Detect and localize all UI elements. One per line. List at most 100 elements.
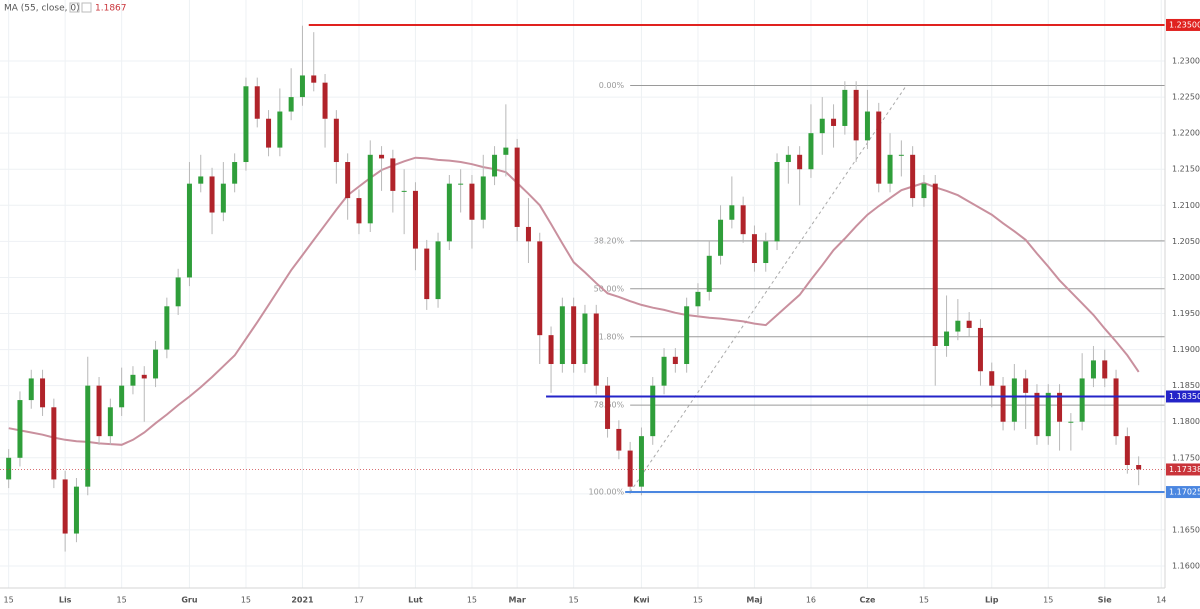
candle-body xyxy=(684,306,690,365)
y-tick-label: 1.16000 xyxy=(1172,561,1200,570)
candle-body xyxy=(853,89,859,141)
candle-body xyxy=(887,154,893,184)
x-tick-label: Lip xyxy=(985,596,999,605)
candle-body xyxy=(40,378,46,408)
candle-body xyxy=(424,248,430,300)
candle-body xyxy=(480,176,486,220)
x-tick-label: 15 xyxy=(467,596,477,605)
candle-body xyxy=(932,183,938,346)
candle-body xyxy=(955,320,961,332)
candle-body xyxy=(571,306,577,365)
candle-body xyxy=(6,457,12,480)
candle-body xyxy=(153,349,159,379)
candle-body xyxy=(85,385,91,487)
ma-line xyxy=(8,156,1140,446)
x-tick-label: 15 xyxy=(1043,596,1053,605)
candle-body xyxy=(17,400,23,458)
y-tick-label: 1.18000 xyxy=(1172,417,1200,426)
y-tick-label: 1.20500 xyxy=(1172,237,1200,246)
candle-body xyxy=(989,371,995,386)
y-tick-label: 1.23000 xyxy=(1172,57,1200,66)
candle-body xyxy=(198,176,204,184)
candle-body xyxy=(288,97,294,112)
x-tick-label: 17 xyxy=(354,596,364,605)
level-tag xyxy=(1166,486,1200,499)
candle-body xyxy=(492,154,498,177)
candle-body xyxy=(751,234,757,264)
candle-body xyxy=(209,176,215,213)
candle-body xyxy=(1068,421,1074,423)
candle-body xyxy=(582,313,588,365)
candle-body xyxy=(435,241,441,300)
ma-last-value: 1.1867 xyxy=(95,4,127,14)
x-tick-label: Kwi xyxy=(633,596,650,605)
candle-body xyxy=(605,385,611,429)
candle-body xyxy=(695,291,701,307)
x-tick-label: Sie xyxy=(1098,596,1113,605)
candle-body xyxy=(130,374,136,386)
y-tick-label: 1.19500 xyxy=(1172,309,1200,318)
candle-body xyxy=(254,86,260,119)
x-tick-label: Cze xyxy=(859,596,876,605)
legend-icon xyxy=(69,2,80,13)
x-tick-label: 15 xyxy=(117,596,127,605)
candle-body xyxy=(593,313,599,386)
candle-body xyxy=(107,407,113,437)
level-tag xyxy=(1166,18,1200,31)
x-tick-label: 15 xyxy=(919,596,929,605)
candle-body xyxy=(469,183,475,220)
candle-body xyxy=(96,385,102,437)
candle-body xyxy=(706,255,712,292)
candle-body xyxy=(401,190,407,192)
candle-body xyxy=(503,147,509,155)
candle-body xyxy=(164,306,170,350)
candle-body xyxy=(1136,465,1142,470)
candle-body xyxy=(808,133,814,170)
candle-body xyxy=(1000,385,1006,422)
last-price-label: 1.17338 xyxy=(1169,465,1200,474)
y-tick-label: 1.21000 xyxy=(1172,201,1200,210)
fib-label: 50.00% xyxy=(594,284,625,293)
candle-body xyxy=(175,277,181,307)
candle-body xyxy=(616,428,622,451)
candle-body xyxy=(537,241,543,336)
candle-body xyxy=(910,154,916,199)
candle-body xyxy=(299,75,305,98)
candle-body xyxy=(559,306,565,365)
candle-body xyxy=(977,327,983,372)
candle-body xyxy=(842,89,848,126)
candle-body xyxy=(864,111,870,141)
y-tick-label: 1.22500 xyxy=(1172,93,1200,102)
candle-body xyxy=(51,407,57,480)
x-tick-label: 15 xyxy=(4,596,14,605)
candle-body xyxy=(458,183,464,185)
candle-body xyxy=(944,331,950,346)
candle-body xyxy=(763,241,769,264)
candle-body xyxy=(367,154,373,224)
candle-body xyxy=(390,158,396,191)
candle-body xyxy=(1034,392,1040,437)
fib-trend xyxy=(629,85,907,493)
level-label: 1.23500 xyxy=(1169,20,1200,29)
x-tick-label: 15 xyxy=(241,596,251,605)
y-tick-label: 1.16500 xyxy=(1172,525,1200,534)
x-tick-label: 15 xyxy=(693,596,703,605)
candle-body xyxy=(514,147,520,227)
candle-body xyxy=(220,183,226,213)
fib-label: 61.80% xyxy=(594,332,625,341)
candle-body xyxy=(73,486,79,534)
candle-body xyxy=(1079,378,1085,422)
candle-body xyxy=(277,111,283,148)
candle-body xyxy=(797,154,803,170)
y-tick-label: 1.22000 xyxy=(1172,129,1200,138)
candle-body xyxy=(356,198,362,224)
candle-body xyxy=(446,183,452,242)
x-tick-label: 16 xyxy=(806,596,816,605)
x-tick-label: Maj xyxy=(746,596,762,605)
candle-body xyxy=(548,335,554,365)
candle-body xyxy=(28,378,34,401)
candle-body xyxy=(333,118,339,163)
y-tick-label: 1.18500 xyxy=(1172,381,1200,390)
x-tick-label: Mar xyxy=(508,596,525,605)
